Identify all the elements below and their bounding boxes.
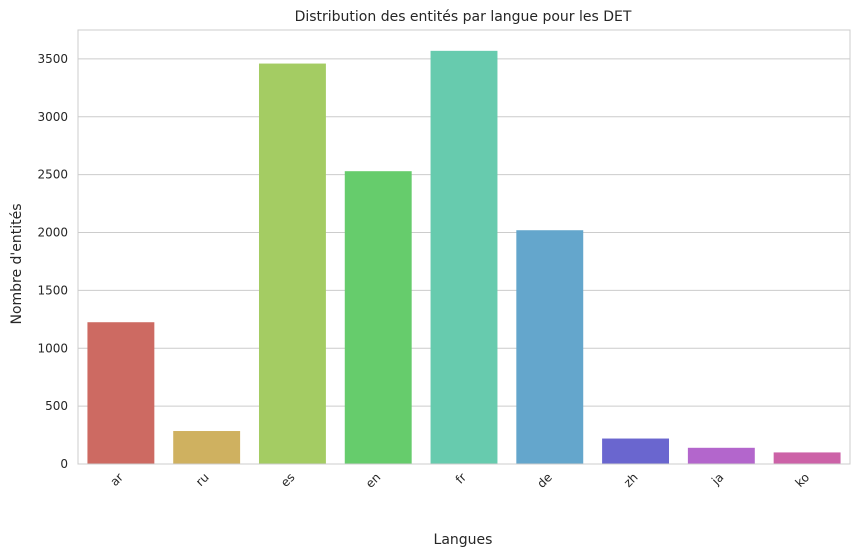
y-tick-label: 1000 bbox=[37, 341, 68, 355]
x-tick-label: ru bbox=[193, 470, 212, 489]
bar-ar bbox=[87, 322, 155, 464]
plot-frame bbox=[77, 29, 851, 465]
bar-ko bbox=[773, 452, 841, 464]
bar-fr bbox=[430, 50, 498, 464]
x-tick-label: ar bbox=[107, 470, 126, 489]
x-axis-label: Langues bbox=[434, 532, 493, 548]
x-tick-label: ja bbox=[708, 470, 726, 488]
x-tick-label: ko bbox=[793, 470, 813, 490]
bar-zh bbox=[602, 438, 670, 464]
y-tick-label: 500 bbox=[45, 399, 68, 413]
y-tick-label: 3500 bbox=[37, 52, 68, 66]
x-tick-label: zh bbox=[621, 470, 641, 490]
x-tick-label: de bbox=[534, 470, 555, 491]
y-axis-label: Nombre d'entités bbox=[9, 203, 25, 324]
x-tick-labels: ar ru es en fr de zh ja ko bbox=[107, 470, 812, 491]
y-tick-label: 2000 bbox=[37, 226, 68, 240]
y-tick-label: 1500 bbox=[37, 283, 68, 297]
y-tick-label: 0 bbox=[60, 457, 68, 471]
chart-title: Distribution des entités par langue pour… bbox=[295, 9, 632, 25]
bar-de bbox=[516, 230, 584, 464]
bar-es bbox=[258, 63, 326, 464]
bar-en bbox=[344, 171, 412, 464]
y-tick-label: 3000 bbox=[37, 110, 68, 124]
y-tick-label: 2500 bbox=[37, 168, 68, 182]
x-tick-label: es bbox=[278, 470, 298, 490]
x-tick-label: fr bbox=[453, 470, 469, 486]
y-tick-labels: 0 500 1000 1500 2000 2500 3000 3500 bbox=[37, 52, 68, 471]
x-tick-label: en bbox=[363, 470, 384, 491]
bars bbox=[87, 50, 841, 464]
bar-ru bbox=[173, 431, 241, 464]
bar-ja bbox=[687, 447, 755, 464]
